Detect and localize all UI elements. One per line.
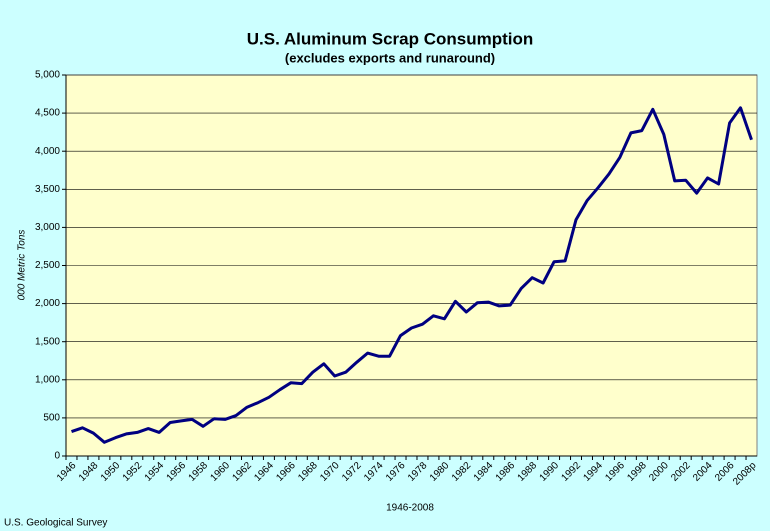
data-line (71, 106, 753, 444)
y-tick-label: 0 (54, 451, 60, 462)
y-tick-label: 1,500 (35, 336, 60, 347)
y-tick-label: 3,000 (35, 222, 60, 233)
source: U.S. Geological Survey (4, 518, 107, 529)
y-tick-label: 4,500 (35, 108, 60, 119)
chart-title: U.S. Aluminum Scrap Consumption (247, 29, 534, 48)
chart-subtitle: (excludes exports and runaround) (285, 50, 495, 65)
y-axis-label: 000 Metric Tons (17, 230, 28, 301)
y-tick-label: 2,000 (35, 298, 60, 309)
y-tick-label: 4,000 (35, 146, 60, 157)
y-tick-label: 3,500 (35, 184, 60, 195)
x-axis-label: 1946-2008 (386, 503, 434, 514)
y-tick-label: 2,500 (35, 260, 60, 271)
y-tick-label: 500 (43, 413, 60, 424)
y-tick-label: 5,000 (35, 70, 60, 81)
y-tick-label: 1,000 (35, 374, 60, 385)
